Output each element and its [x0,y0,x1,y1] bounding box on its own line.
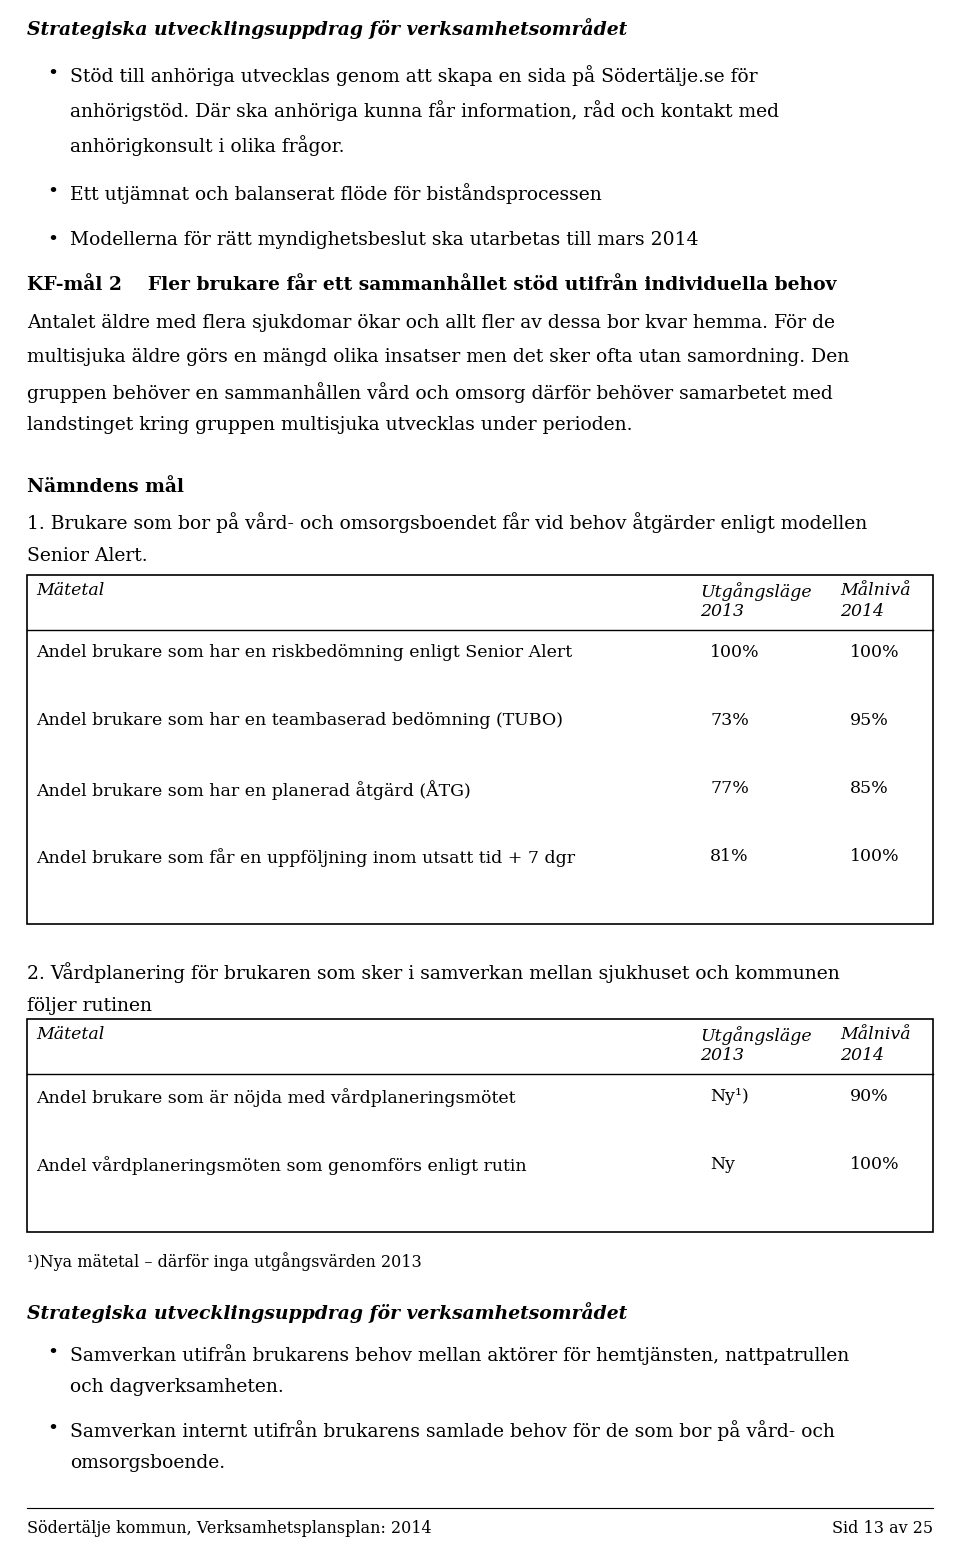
Text: 100%: 100% [850,1156,900,1173]
Text: 81%: 81% [710,848,749,865]
Text: •: • [47,183,59,201]
Text: 100%: 100% [850,644,900,661]
Text: Nämndens mål: Nämndens mål [27,478,184,497]
Text: •: • [47,231,59,249]
Text: multisjuka äldre görs en mängd olika insatser men det sker ofta utan samordning.: multisjuka äldre görs en mängd olika ins… [27,348,850,367]
Text: ¹)Nya mätetal – därför inga utgångsvärden 2013: ¹)Nya mätetal – därför inga utgångsvärde… [27,1252,421,1272]
Text: Ny: Ny [710,1156,735,1173]
Text: 2014: 2014 [840,1047,884,1064]
Text: Andel brukare som är nöjda med vårdplaneringsmötet: Andel brukare som är nöjda med vårdplane… [36,1088,516,1108]
Text: 2. Vårdplanering för brukaren som sker i samverkan mellan sjukhuset och kommunen: 2. Vårdplanering för brukaren som sker i… [27,962,840,982]
Text: Sid 13 av 25: Sid 13 av 25 [832,1521,933,1538]
Text: •: • [47,1420,59,1439]
Text: 2013: 2013 [700,603,744,620]
Text: Stöd till anhöriga utvecklas genom att skapa en sida på Södertälje.se för: Stöd till anhöriga utvecklas genom att s… [70,65,757,87]
Text: •: • [47,65,59,84]
Text: Antalet äldre med flera sjukdomar ökar och allt fler av dessa bor kvar hemma. Fö: Antalet äldre med flera sjukdomar ökar o… [27,314,835,333]
Text: Målnivå: Målnivå [840,582,911,599]
Text: Målnivå: Målnivå [840,1026,911,1043]
Text: Andel brukare som har en planerad åtgärd (ÅTG): Andel brukare som har en planerad åtgärd… [36,780,470,800]
Text: 90%: 90% [850,1088,889,1105]
Text: Andel vårdplaneringsmöten som genomförs enligt rutin: Andel vårdplaneringsmöten som genomförs … [36,1156,527,1174]
Text: och dagverksamheten.: och dagverksamheten. [70,1378,284,1395]
Text: 100%: 100% [850,848,900,865]
Text: •: • [47,1344,59,1361]
Text: 73%: 73% [710,712,749,729]
Text: 2014: 2014 [840,603,884,620]
Text: Mätetal: Mätetal [36,1026,105,1043]
Text: Strategiska utvecklingsuppdrag för verksamhetsområdet: Strategiska utvecklingsuppdrag för verks… [27,19,627,39]
Text: Andel brukare som har en riskbedömning enligt Senior Alert: Andel brukare som har en riskbedömning e… [36,644,572,661]
Text: Andel brukare som får en uppföljning inom utsatt tid + 7 dgr: Andel brukare som får en uppföljning ino… [36,848,575,866]
Text: 77%: 77% [710,780,749,797]
Text: Utgångsläge: Utgångsläge [700,1026,811,1044]
Text: 2013: 2013 [700,1047,744,1064]
Text: Senior Alert.: Senior Alert. [27,548,148,565]
Text: anhörigkonsult i olika frågor.: anhörigkonsult i olika frågor. [70,135,345,156]
Text: Strategiska utvecklingsuppdrag för verksamhetsområdet: Strategiska utvecklingsuppdrag för verks… [27,1303,627,1323]
Text: Mätetal: Mätetal [36,582,105,599]
Text: KF-mål 2    Fler brukare får ett sammanhållet stöd utifrån individuella behov: KF-mål 2 Fler brukare får ett sammanhåll… [27,275,836,294]
Text: gruppen behöver en sammanhållen vård och omsorg därför behöver samarbetet med: gruppen behöver en sammanhållen vård och… [27,382,832,402]
Text: Andel brukare som har en teambaserad bedömning (TUBO): Andel brukare som har en teambaserad bed… [36,712,563,729]
Text: Ny¹): Ny¹) [710,1088,749,1105]
Text: Samverkan internt utifrån brukarens samlade behov för de som bor på vård- och: Samverkan internt utifrån brukarens saml… [70,1420,835,1440]
Text: Samverkan utifrån brukarens behov mellan aktörer för hemtjänsten, nattpatrullen: Samverkan utifrån brukarens behov mellan… [70,1344,850,1364]
Text: Modellerna för rätt myndighetsbeslut ska utarbetas till mars 2014: Modellerna för rätt myndighetsbeslut ska… [70,231,699,249]
Text: 100%: 100% [710,644,759,661]
Text: 95%: 95% [850,712,889,729]
Text: 1. Brukare som bor på vård- och omsorgsboendet får vid behov åtgärder enligt mod: 1. Brukare som bor på vård- och omsorgsb… [27,512,867,534]
Text: landstinget kring gruppen multisjuka utvecklas under perioden.: landstinget kring gruppen multisjuka utv… [27,416,633,435]
Text: anhörigstöd. Där ska anhöriga kunna får information, råd och kontakt med: anhörigstöd. Där ska anhöriga kunna får … [70,101,779,121]
Text: Utgångsläge: Utgångsläge [700,582,811,600]
Text: följer rutinen: följer rutinen [27,996,152,1015]
Text: omsorgsboende.: omsorgsboende. [70,1454,226,1473]
Text: 85%: 85% [850,780,889,797]
Text: Södertälje kommun, Verksamhetsplansplan: 2014: Södertälje kommun, Verksamhetsplansplan:… [27,1521,432,1538]
Text: Ett utjämnat och balanserat flöde för biståndsprocessen: Ett utjämnat och balanserat flöde för bi… [70,183,602,204]
